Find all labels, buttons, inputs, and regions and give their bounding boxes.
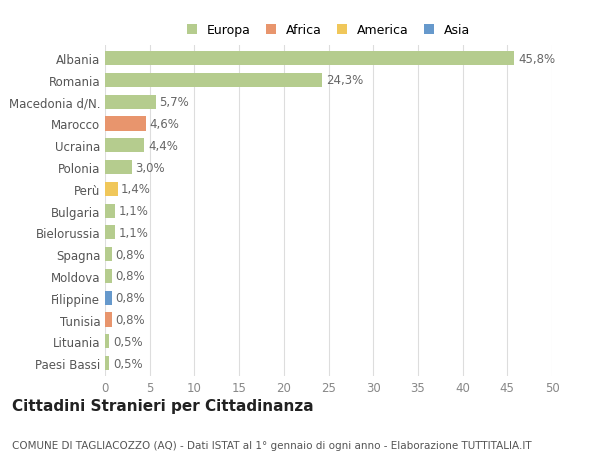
Bar xyxy=(105,269,112,283)
Text: 0,8%: 0,8% xyxy=(116,248,145,261)
Bar xyxy=(105,161,132,175)
Bar xyxy=(105,204,115,218)
Legend: Europa, Africa, America, Asia: Europa, Africa, America, Asia xyxy=(182,19,475,42)
Bar xyxy=(105,335,109,349)
Bar xyxy=(105,139,145,153)
Bar xyxy=(105,247,112,262)
Text: 45,8%: 45,8% xyxy=(518,52,555,66)
Text: 0,8%: 0,8% xyxy=(116,270,145,283)
Text: 1,1%: 1,1% xyxy=(118,205,148,218)
Text: 1,1%: 1,1% xyxy=(118,226,148,239)
Text: 0,5%: 0,5% xyxy=(113,335,143,348)
Bar xyxy=(105,117,146,131)
Bar xyxy=(105,52,514,66)
Bar xyxy=(105,291,112,305)
Text: 5,7%: 5,7% xyxy=(160,96,189,109)
Text: 24,3%: 24,3% xyxy=(326,74,363,87)
Bar xyxy=(105,356,109,370)
Bar xyxy=(105,313,112,327)
Text: 1,4%: 1,4% xyxy=(121,183,151,196)
Text: 0,5%: 0,5% xyxy=(113,357,143,370)
Text: 3,0%: 3,0% xyxy=(136,161,165,174)
Text: COMUNE DI TAGLIACOZZO (AQ) - Dati ISTAT al 1° gennaio di ogni anno - Elaborazion: COMUNE DI TAGLIACOZZO (AQ) - Dati ISTAT … xyxy=(12,440,532,450)
Text: 0,8%: 0,8% xyxy=(116,291,145,305)
Bar xyxy=(105,226,115,240)
Text: 4,6%: 4,6% xyxy=(150,118,179,131)
Text: 4,4%: 4,4% xyxy=(148,140,178,152)
Bar xyxy=(105,95,156,110)
Text: 0,8%: 0,8% xyxy=(116,313,145,326)
Text: Cittadini Stranieri per Cittadinanza: Cittadini Stranieri per Cittadinanza xyxy=(12,398,314,413)
Bar xyxy=(105,182,118,196)
Bar xyxy=(105,73,322,88)
